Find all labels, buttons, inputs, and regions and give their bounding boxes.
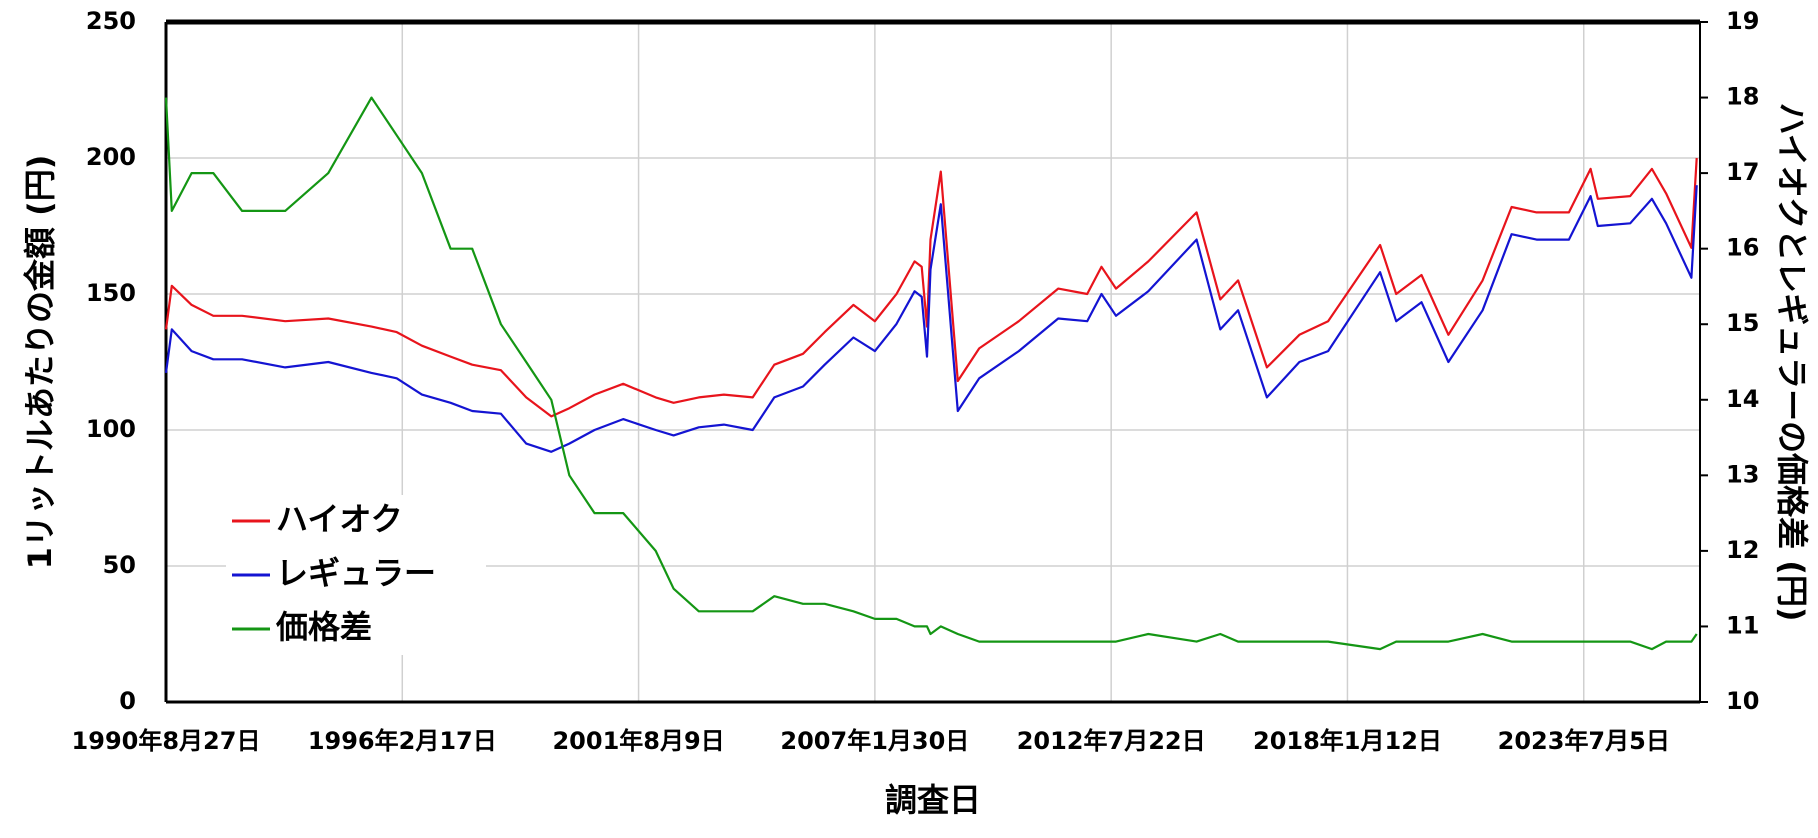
legend-label: レギュラー	[276, 554, 436, 592]
y2-tick-label: 18	[1726, 83, 1759, 111]
y-tick-label: 250	[86, 7, 136, 35]
y2-tick-label: 14	[1726, 385, 1759, 413]
x-tick-label: 2007年1月30日	[780, 727, 969, 755]
y2-tick-label: 11	[1726, 611, 1759, 639]
y2-tick-label: 16	[1726, 234, 1759, 262]
y-tick-label: 200	[86, 143, 136, 171]
y-tick-label: 150	[86, 279, 136, 307]
x-tick-label: 2001年8月9日	[552, 727, 724, 755]
x-tick-label: 1990年8月27日	[72, 727, 261, 755]
y-tick-label: 100	[86, 415, 136, 443]
legend-label: 価格差	[275, 608, 372, 646]
x-tick-label: 2018年1月12日	[1253, 727, 1442, 755]
y2-tick-label: 15	[1726, 309, 1759, 337]
y2-tick-label: 17	[1726, 158, 1759, 186]
y-tick-label: 0	[119, 687, 136, 715]
x-tick-label: 2023年7月5日	[1498, 727, 1670, 755]
y-axis-title: 1リットルあたりの金額 (円)	[21, 155, 59, 570]
y2-tick-label: 19	[1726, 7, 1759, 35]
y2-tick-label: 12	[1726, 536, 1759, 564]
y2-axis-title: ハイオクとレギュラーの価格差 (円)	[1773, 102, 1811, 621]
y2-tick-label: 10	[1726, 687, 1759, 715]
x-tick-label: 2012年7月22日	[1017, 727, 1206, 755]
x-tick-label: 1996年2月17日	[308, 727, 497, 755]
y-tick-label: 50	[103, 551, 136, 579]
series-line	[164, 157, 1698, 418]
legend-label: ハイオク	[276, 500, 403, 538]
x-axis-title: 調査日	[885, 781, 981, 819]
series-line	[164, 185, 1698, 453]
y2-tick-label: 13	[1726, 460, 1759, 488]
series-line	[164, 96, 1698, 651]
